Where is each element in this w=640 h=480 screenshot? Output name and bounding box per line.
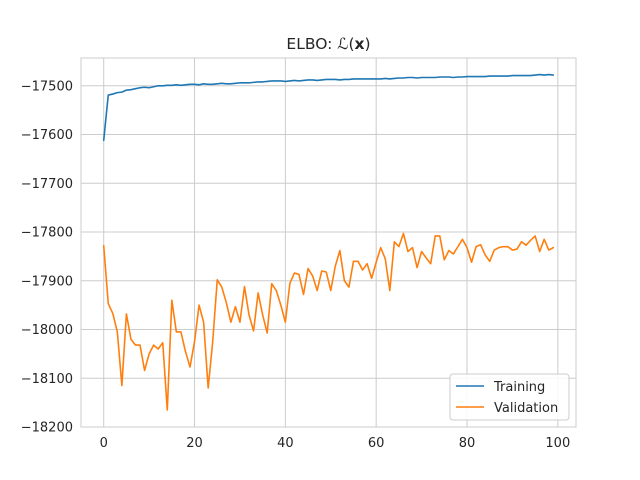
legend-label-training: Training (493, 380, 545, 395)
title-prefix: ELBO: ℒ( (286, 35, 354, 53)
y-tick-label: −17900 (21, 274, 73, 289)
y-tick-label: −17700 (21, 177, 73, 192)
plot-background (81, 58, 576, 427)
y-tick-label: −17800 (21, 226, 73, 241)
plot-frame (80, 57, 577, 428)
tick-labels: 0 20 40 60 80 100 −18200 −18100 −18000 −17900 −178… (21, 79, 570, 451)
x-tick-label: 100 (545, 436, 570, 451)
title-suffix: ) (365, 35, 371, 53)
x-tick-label: 80 (459, 436, 476, 451)
series-lines (102, 73, 555, 411)
x-tick-label: 60 (368, 436, 385, 451)
y-tick-label: −18200 (21, 421, 73, 436)
x-tick-label: 40 (277, 436, 294, 451)
y-tick-label: −18000 (21, 323, 73, 338)
grid (81, 58, 576, 428)
y-tick-label: −18100 (21, 372, 73, 387)
legend: Training Validation (449, 373, 570, 421)
x-tick-label: 0 (100, 436, 108, 451)
series-line-training (102, 73, 555, 142)
title-bold-x: x (355, 35, 365, 53)
y-tick-label: −17600 (21, 128, 73, 143)
y-tick-label: −17500 (21, 79, 73, 94)
x-tick-label: 20 (186, 436, 203, 451)
legend-label-validation: Validation (494, 401, 558, 416)
chart-title: ELBO: ℒ(x) (286, 35, 370, 53)
series-line-validation (102, 232, 555, 411)
